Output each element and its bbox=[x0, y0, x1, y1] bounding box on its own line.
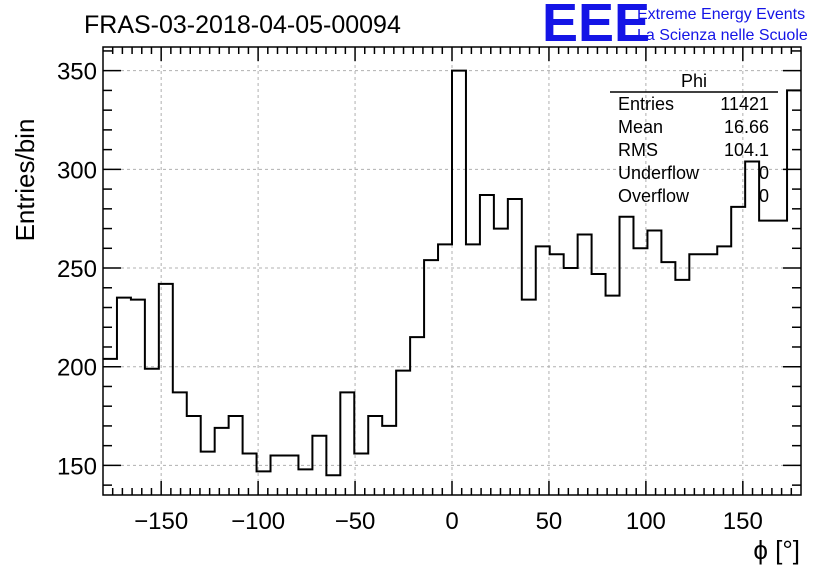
histogram-bin bbox=[396, 371, 410, 495]
histogram-bin bbox=[201, 452, 215, 495]
stats-label: RMS bbox=[618, 140, 658, 160]
x-tick-label: −50 bbox=[335, 508, 376, 535]
x-tick-label: −150 bbox=[134, 508, 188, 535]
histogram-bin bbox=[647, 231, 661, 495]
stats-value: 11421 bbox=[720, 94, 769, 114]
histogram-outline bbox=[103, 69, 801, 477]
histogram-bin bbox=[103, 359, 117, 495]
tick-labels: −150 −100 −50 0 50 100 150 150 200 250 300 350 bbox=[57, 59, 763, 535]
histogram-bin bbox=[187, 416, 201, 495]
logo-line-1: Extreme Energy Events bbox=[637, 6, 805, 23]
stats-rows: Entries 11421 Mean 16.66 RMS 104.1 Underflow 0 O… bbox=[618, 94, 769, 206]
stats-box: Phi Entries 11421 Mean 16.66 RMS 104.1 Underfl… bbox=[610, 71, 778, 206]
histogram-bin bbox=[787, 90, 801, 495]
axis-ticks bbox=[103, 47, 801, 495]
histogram-bin bbox=[703, 254, 717, 495]
histogram-bin bbox=[410, 337, 424, 495]
histogram-bin bbox=[620, 217, 634, 495]
histogram-bin bbox=[424, 260, 438, 495]
stats-name: Phi bbox=[681, 71, 707, 91]
histogram-bin bbox=[368, 416, 382, 495]
histogram-bin bbox=[354, 454, 368, 495]
histogram-bin bbox=[173, 392, 187, 495]
histogram-bin bbox=[480, 195, 494, 495]
histogram-bin bbox=[633, 248, 647, 495]
histogram-bin bbox=[717, 246, 731, 495]
histogram-bin bbox=[745, 161, 759, 495]
stats-value: 104.1 bbox=[724, 140, 769, 160]
stats-label: Mean bbox=[618, 117, 663, 137]
histogram-bin bbox=[592, 274, 606, 495]
histogram-bin bbox=[340, 392, 354, 495]
histogram-bin bbox=[438, 244, 452, 495]
histogram-bin bbox=[215, 428, 229, 495]
histogram-title: FRAS-03-2018-04-05-00094 bbox=[84, 11, 401, 39]
histogram-bin bbox=[298, 469, 312, 495]
histogram-bin bbox=[243, 454, 257, 495]
stats-label: Underflow bbox=[618, 163, 700, 183]
x-tick-label: 0 bbox=[445, 508, 458, 535]
y-axis-title: Entries/bin bbox=[10, 119, 40, 242]
y-tick-label: 350 bbox=[57, 59, 97, 86]
histogram-bin bbox=[466, 244, 480, 495]
logo-line-2: La Scienza nelle Scuole bbox=[637, 27, 808, 44]
x-tick-label: 150 bbox=[723, 508, 763, 535]
stats-label: Overflow bbox=[618, 186, 690, 206]
y-tick-label: 200 bbox=[57, 355, 97, 382]
histogram-bin bbox=[689, 254, 703, 495]
stats-label: Entries bbox=[618, 94, 674, 114]
x-tick-label: 50 bbox=[536, 508, 563, 535]
histogram-bin bbox=[661, 262, 675, 495]
histogram-bin bbox=[578, 234, 592, 495]
x-axis-title: ϕ [°] bbox=[753, 535, 800, 565]
y-tick-label: 250 bbox=[57, 256, 97, 283]
histogram-bin bbox=[508, 199, 522, 495]
stats-value: 0 bbox=[759, 163, 769, 183]
x-tick-label: −100 bbox=[231, 508, 285, 535]
plot-frame bbox=[102, 46, 802, 496]
stats-value: 16.66 bbox=[724, 117, 769, 137]
x-tick-label: 100 bbox=[626, 508, 666, 535]
histogram-bin bbox=[382, 426, 396, 495]
histogram-bin bbox=[564, 268, 578, 495]
histogram-bin bbox=[550, 254, 564, 495]
y-tick-label: 150 bbox=[57, 453, 97, 480]
histogram-bin bbox=[675, 280, 689, 495]
histogram-bin bbox=[145, 369, 159, 495]
logo-mark: EEE bbox=[542, 0, 650, 53]
histogram-bin bbox=[326, 475, 340, 495]
histogram-bin bbox=[536, 246, 550, 495]
histogram-bin bbox=[229, 416, 243, 495]
histogram-bin bbox=[773, 221, 787, 495]
histogram-bin bbox=[452, 71, 466, 495]
eee-logo: EEE Extreme Energy Events La Scienza nel… bbox=[542, 0, 808, 53]
stats-value: 0 bbox=[759, 186, 769, 206]
histogram-bin bbox=[759, 221, 773, 495]
y-tick-label: 300 bbox=[57, 157, 97, 184]
